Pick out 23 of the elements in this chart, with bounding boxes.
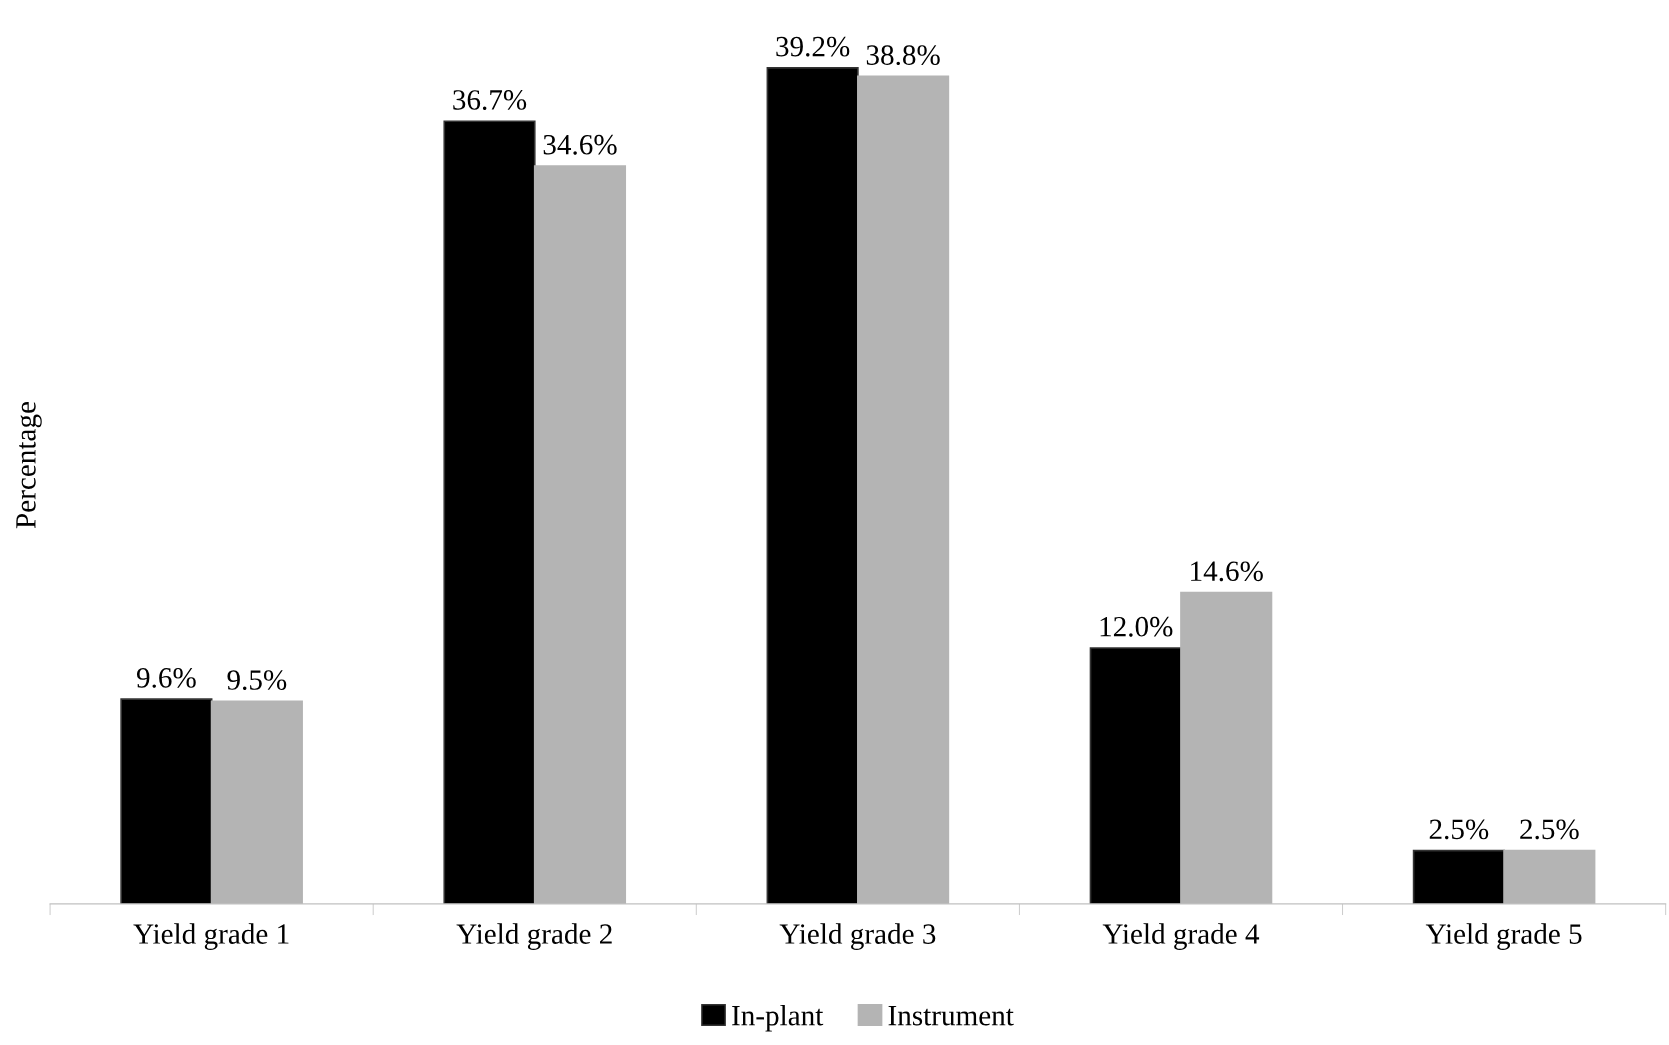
legend-label: Instrument <box>888 1006 1014 1026</box>
x-tick-label: Yield grade 4 <box>1102 923 1260 950</box>
data-label: 9.5% <box>227 670 287 690</box>
data-label: 38.8% <box>866 45 940 66</box>
data-label: 2.5% <box>1520 819 1579 840</box>
legend-label: In-plant <box>732 1004 824 1032</box>
bar <box>1412 849 1505 904</box>
data-label: 9.6% <box>136 668 196 688</box>
data-label: 2.5% <box>1429 819 1489 840</box>
data-label: 39.2% <box>776 36 850 57</box>
data-label: 34.6% <box>543 134 617 155</box>
data-label: 12.0% <box>1100 616 1173 637</box>
bar <box>1089 647 1182 904</box>
x-tick-label: Yield grade 3 <box>779 923 936 950</box>
data-label: 36.7% <box>453 90 527 110</box>
y-axis-title: Percentage <box>16 402 42 529</box>
data-label: 14.6% <box>1191 561 1263 582</box>
x-tick-label: Yield grade 2 <box>456 923 612 950</box>
bar <box>120 698 213 904</box>
x-tick-label: Yield grade 5 <box>1425 923 1582 950</box>
bar <box>443 120 536 904</box>
bar <box>766 67 859 904</box>
x-tick-label: Yield grade 1 <box>133 923 289 950</box>
